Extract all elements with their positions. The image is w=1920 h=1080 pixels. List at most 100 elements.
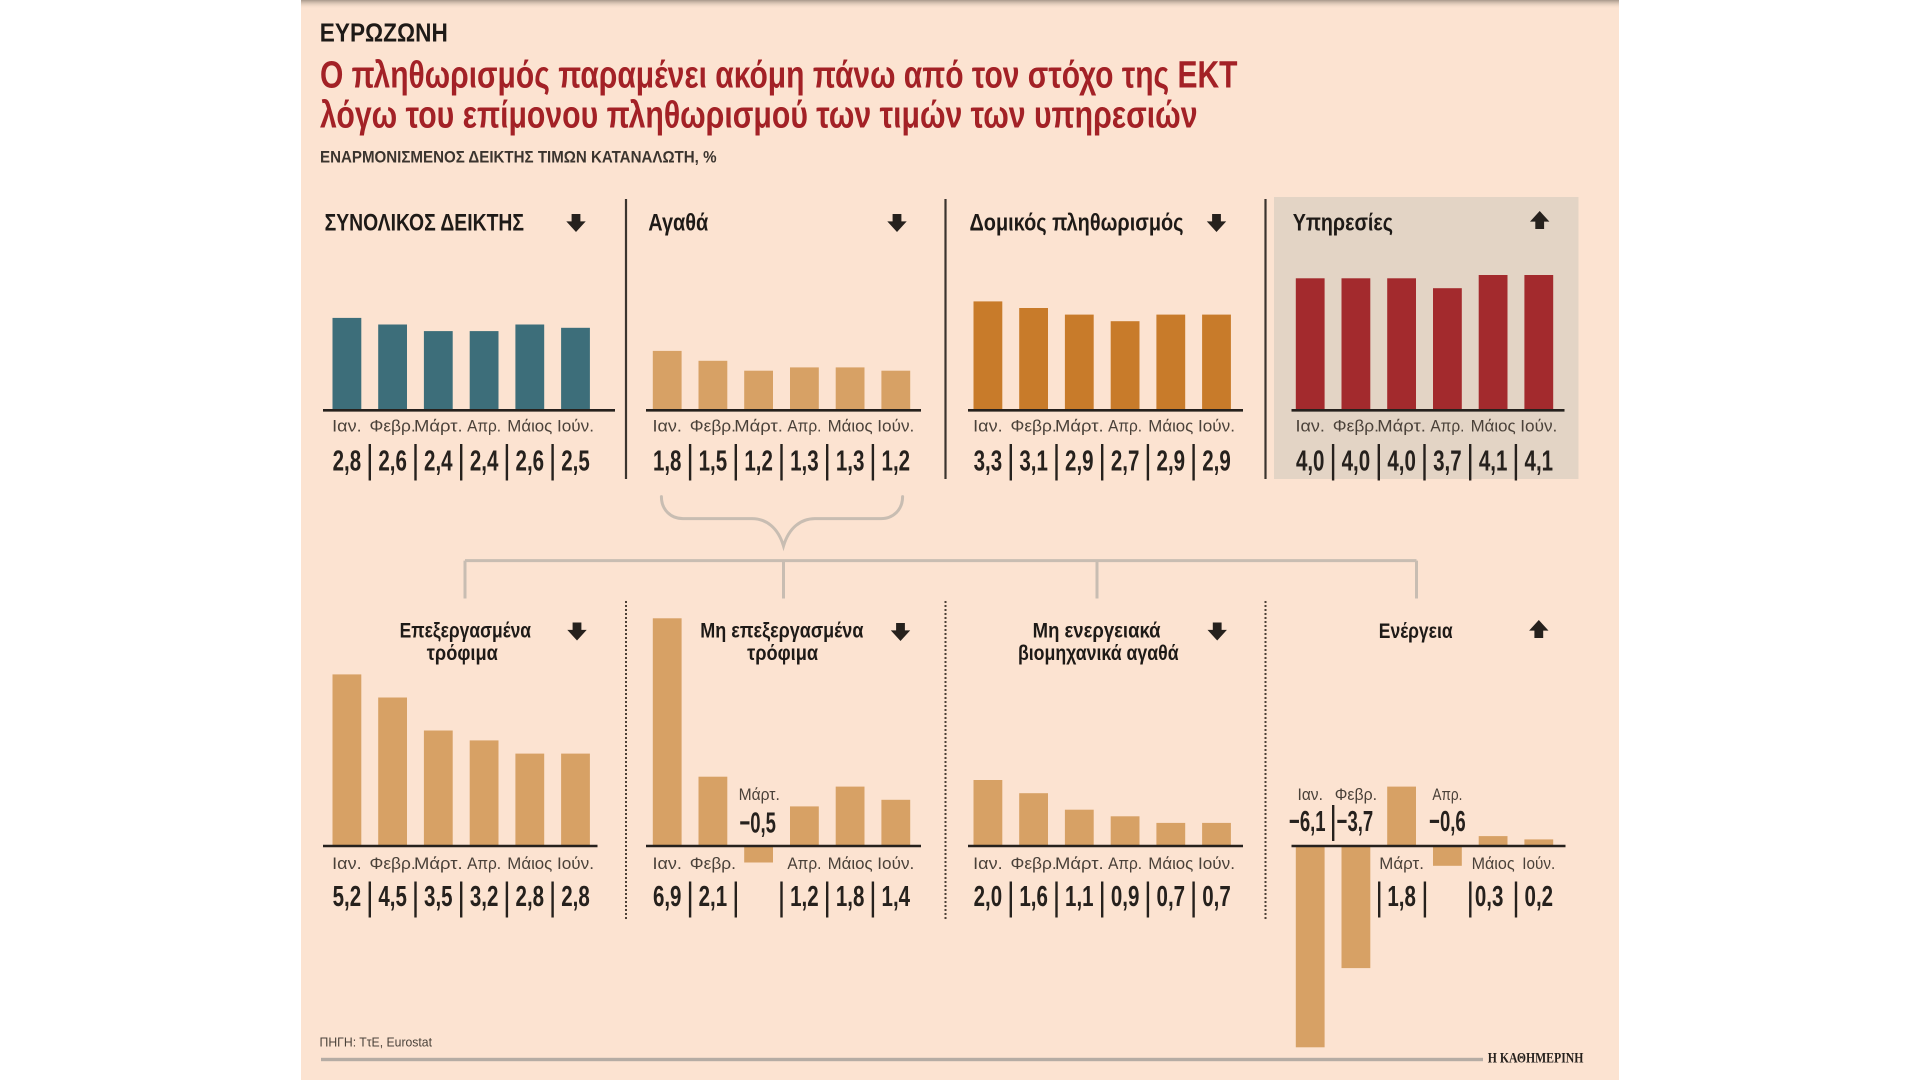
svg-text:2,5: 2,5 [561,446,590,478]
svg-text:0,2: 0,2 [1525,881,1554,913]
svg-text:Ιούν.: Ιούν. [1198,417,1235,436]
svg-text:Ιαν.: Ιαν. [653,854,682,873]
svg-text:ΣΥΝΟΛΙΚΟΣ ΔΕΙΚΤΗΣ: ΣΥΝΟΛΙΚΟΣ ΔΕΙΚΤΗΣ [325,210,524,237]
svg-text:4,0: 4,0 [1296,446,1325,478]
svg-text:4,5: 4,5 [378,881,407,913]
svg-text:Μάρτ.: Μάρτ. [739,785,780,804]
svg-text:Μάιος: Μάιος [828,854,873,873]
svg-text:0,3: 0,3 [1475,881,1504,913]
svg-text:0,9: 0,9 [1111,881,1140,913]
svg-text:Ιούν.: Ιούν. [1520,417,1557,436]
svg-text:1,8: 1,8 [653,446,682,478]
svg-text:Ενέργεια: Ενέργεια [1379,620,1453,643]
svg-text:Ιαν.: Ιαν. [653,417,682,436]
svg-text:Ιαν.: Ιαν. [973,417,1002,436]
svg-text:Μη ενεργειακά: Μη ενεργειακά [1033,619,1161,642]
svg-text:4,1: 4,1 [1479,446,1508,478]
svg-text:Φεβρ.: Φεβρ. [1333,417,1379,436]
svg-text:1,1: 1,1 [1065,881,1094,913]
svg-text:6,9: 6,9 [653,881,682,913]
svg-text:Δομικός πληθωρισμός: Δομικός πληθωρισμός [970,210,1184,237]
svg-text:Μάιος: Μάιος [828,417,873,436]
svg-text:Επεξεργασμένα: Επεξεργασμένα [400,619,531,642]
svg-text:Απρ.: Απρ. [1108,854,1142,873]
svg-text:Μάιος: Μάιος [1148,854,1193,873]
svg-text:2,8: 2,8 [333,446,362,478]
svg-text:Μάιος: Μάιος [1471,417,1516,436]
svg-text:Ιούν.: Ιούν. [557,417,594,436]
svg-text:Απρ.: Απρ. [467,417,501,436]
svg-text:Μάιος: Μάιος [1148,417,1193,436]
svg-text:2,4: 2,4 [424,446,453,478]
svg-text:4,0: 4,0 [1387,446,1416,478]
svg-text:−3,7: −3,7 [1337,806,1374,838]
svg-text:Μάιος: Μάιος [507,854,552,873]
svg-text:1,2: 1,2 [790,881,819,913]
svg-text:2,9: 2,9 [1157,446,1186,478]
svg-text:Ιαν.: Ιαν. [332,417,361,436]
svg-text:Η ΚΑΘΗΜΕΡΙΝΗ: Η ΚΑΘΗΜΕΡΙΝΗ [1488,1050,1584,1066]
svg-text:1,2: 1,2 [882,446,911,478]
svg-text:ΕΝΑΡΜΟΝΙΣΜΕΝΟΣ ΔΕΙΚΤΗΣ ΤΙΜΩΝ Κ: ΕΝΑΡΜΟΝΙΣΜΕΝΟΣ ΔΕΙΚΤΗΣ ΤΙΜΩΝ ΚΑΤΑΝΑΛΩΤΗ,… [320,147,717,166]
svg-text:1,8: 1,8 [836,881,865,913]
svg-text:Ιούν.: Ιούν. [1522,854,1555,873]
svg-text:4,1: 4,1 [1525,446,1554,478]
svg-text:Ιούν.: Ιούν. [1198,854,1235,873]
svg-text:Μάρτ.: Μάρτ. [1055,854,1104,873]
svg-text:2,8: 2,8 [561,881,590,913]
svg-text:Απρ.: Απρ. [1430,417,1464,436]
svg-text:2,4: 2,4 [470,446,499,478]
svg-text:3,1: 3,1 [1019,446,1048,478]
svg-text:1,6: 1,6 [1019,881,1048,913]
svg-text:0,7: 0,7 [1202,881,1231,913]
svg-text:τρόφιμα: τρόφιμα [747,642,818,665]
svg-text:Μάρτ.: Μάρτ. [1379,854,1424,873]
svg-text:Απρ.: Απρ. [1432,785,1462,804]
svg-text:Ιούν.: Ιούν. [877,854,914,873]
svg-text:2,8: 2,8 [516,881,545,913]
svg-text:Μάιος: Μάιος [507,417,552,436]
svg-text:0,7: 0,7 [1157,881,1186,913]
svg-text:Μάρτ.: Μάρτ. [734,417,783,436]
svg-text:3,7: 3,7 [1433,446,1462,478]
svg-text:Φεβρ.: Φεβρ. [370,854,416,873]
svg-text:Ιαν.: Ιαν. [973,854,1002,873]
svg-text:5,2: 5,2 [333,881,362,913]
svg-text:Ιούν.: Ιούν. [877,417,914,436]
svg-text:Μη επεξεργασμένα: Μη επεξεργασμένα [700,619,863,642]
svg-text:Απρ.: Απρ. [467,854,501,873]
svg-text:Αγαθά: Αγαθά [648,210,708,237]
svg-text:2,9: 2,9 [1065,446,1094,478]
svg-text:Μάρτ.: Μάρτ. [414,854,463,873]
svg-text:4,0: 4,0 [1342,446,1371,478]
svg-text:Υπηρεσίες: Υπηρεσίες [1293,210,1393,237]
svg-text:2,0: 2,0 [974,881,1003,913]
svg-text:τρόφιμα: τρόφιμα [427,642,498,665]
svg-text:2,7: 2,7 [1111,446,1140,478]
svg-text:3,5: 3,5 [424,881,453,913]
svg-text:Μάρτ.: Μάρτ. [1377,417,1426,436]
svg-text:Μάρτ.: Μάρτ. [414,417,463,436]
svg-text:Απρ.: Απρ. [1108,417,1142,436]
svg-text:−0,5: −0,5 [739,808,776,840]
svg-text:Ο πληθωρισμός παραμένει ακόμη: Ο πληθωρισμός παραμένει ακόμη πάνω από τ… [320,55,1238,97]
svg-text:Φεβρ.: Φεβρ. [1011,417,1057,436]
svg-text:1,8: 1,8 [1387,881,1416,913]
svg-text:Απρ.: Απρ. [787,854,821,873]
svg-text:1,5: 1,5 [699,446,728,478]
svg-text:Φεβρ.: Φεβρ. [1011,854,1057,873]
svg-text:Φεβρ.: Φεβρ. [1335,785,1377,804]
svg-text:Απρ.: Απρ. [787,417,821,436]
svg-text:Φεβρ.: Φεβρ. [370,417,416,436]
svg-text:Ιαν.: Ιαν. [332,854,361,873]
svg-text:2,9: 2,9 [1202,446,1231,478]
svg-text:2,6: 2,6 [378,446,407,478]
svg-text:Μάρτ.: Μάρτ. [1055,417,1104,436]
svg-text:βιομηχανικά αγαθά: βιομηχανικά αγαθά [1018,642,1179,665]
svg-text:Μάιος: Μάιος [1472,854,1515,873]
svg-text:ΕΥΡΩΖΩΝΗ: ΕΥΡΩΖΩΝΗ [320,17,448,47]
svg-text:Ιούν.: Ιούν. [557,854,594,873]
svg-text:−0,6: −0,6 [1429,806,1466,838]
svg-text:2,6: 2,6 [516,446,545,478]
svg-text:1,2: 1,2 [744,446,773,478]
